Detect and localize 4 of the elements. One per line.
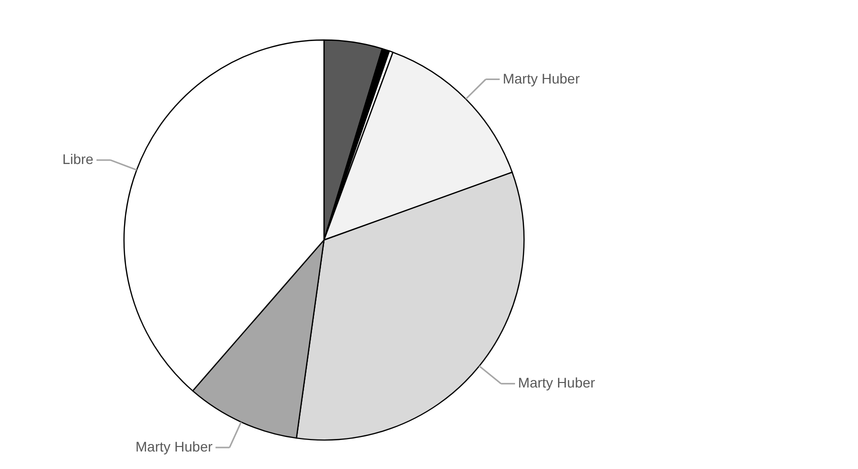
slice-label: Libre: [62, 151, 94, 168]
slice-label: Marty Huber: [502, 70, 580, 86]
slice-label: Marty Huber: [518, 374, 596, 391]
slice-label: Marty Huber: [135, 438, 213, 455]
